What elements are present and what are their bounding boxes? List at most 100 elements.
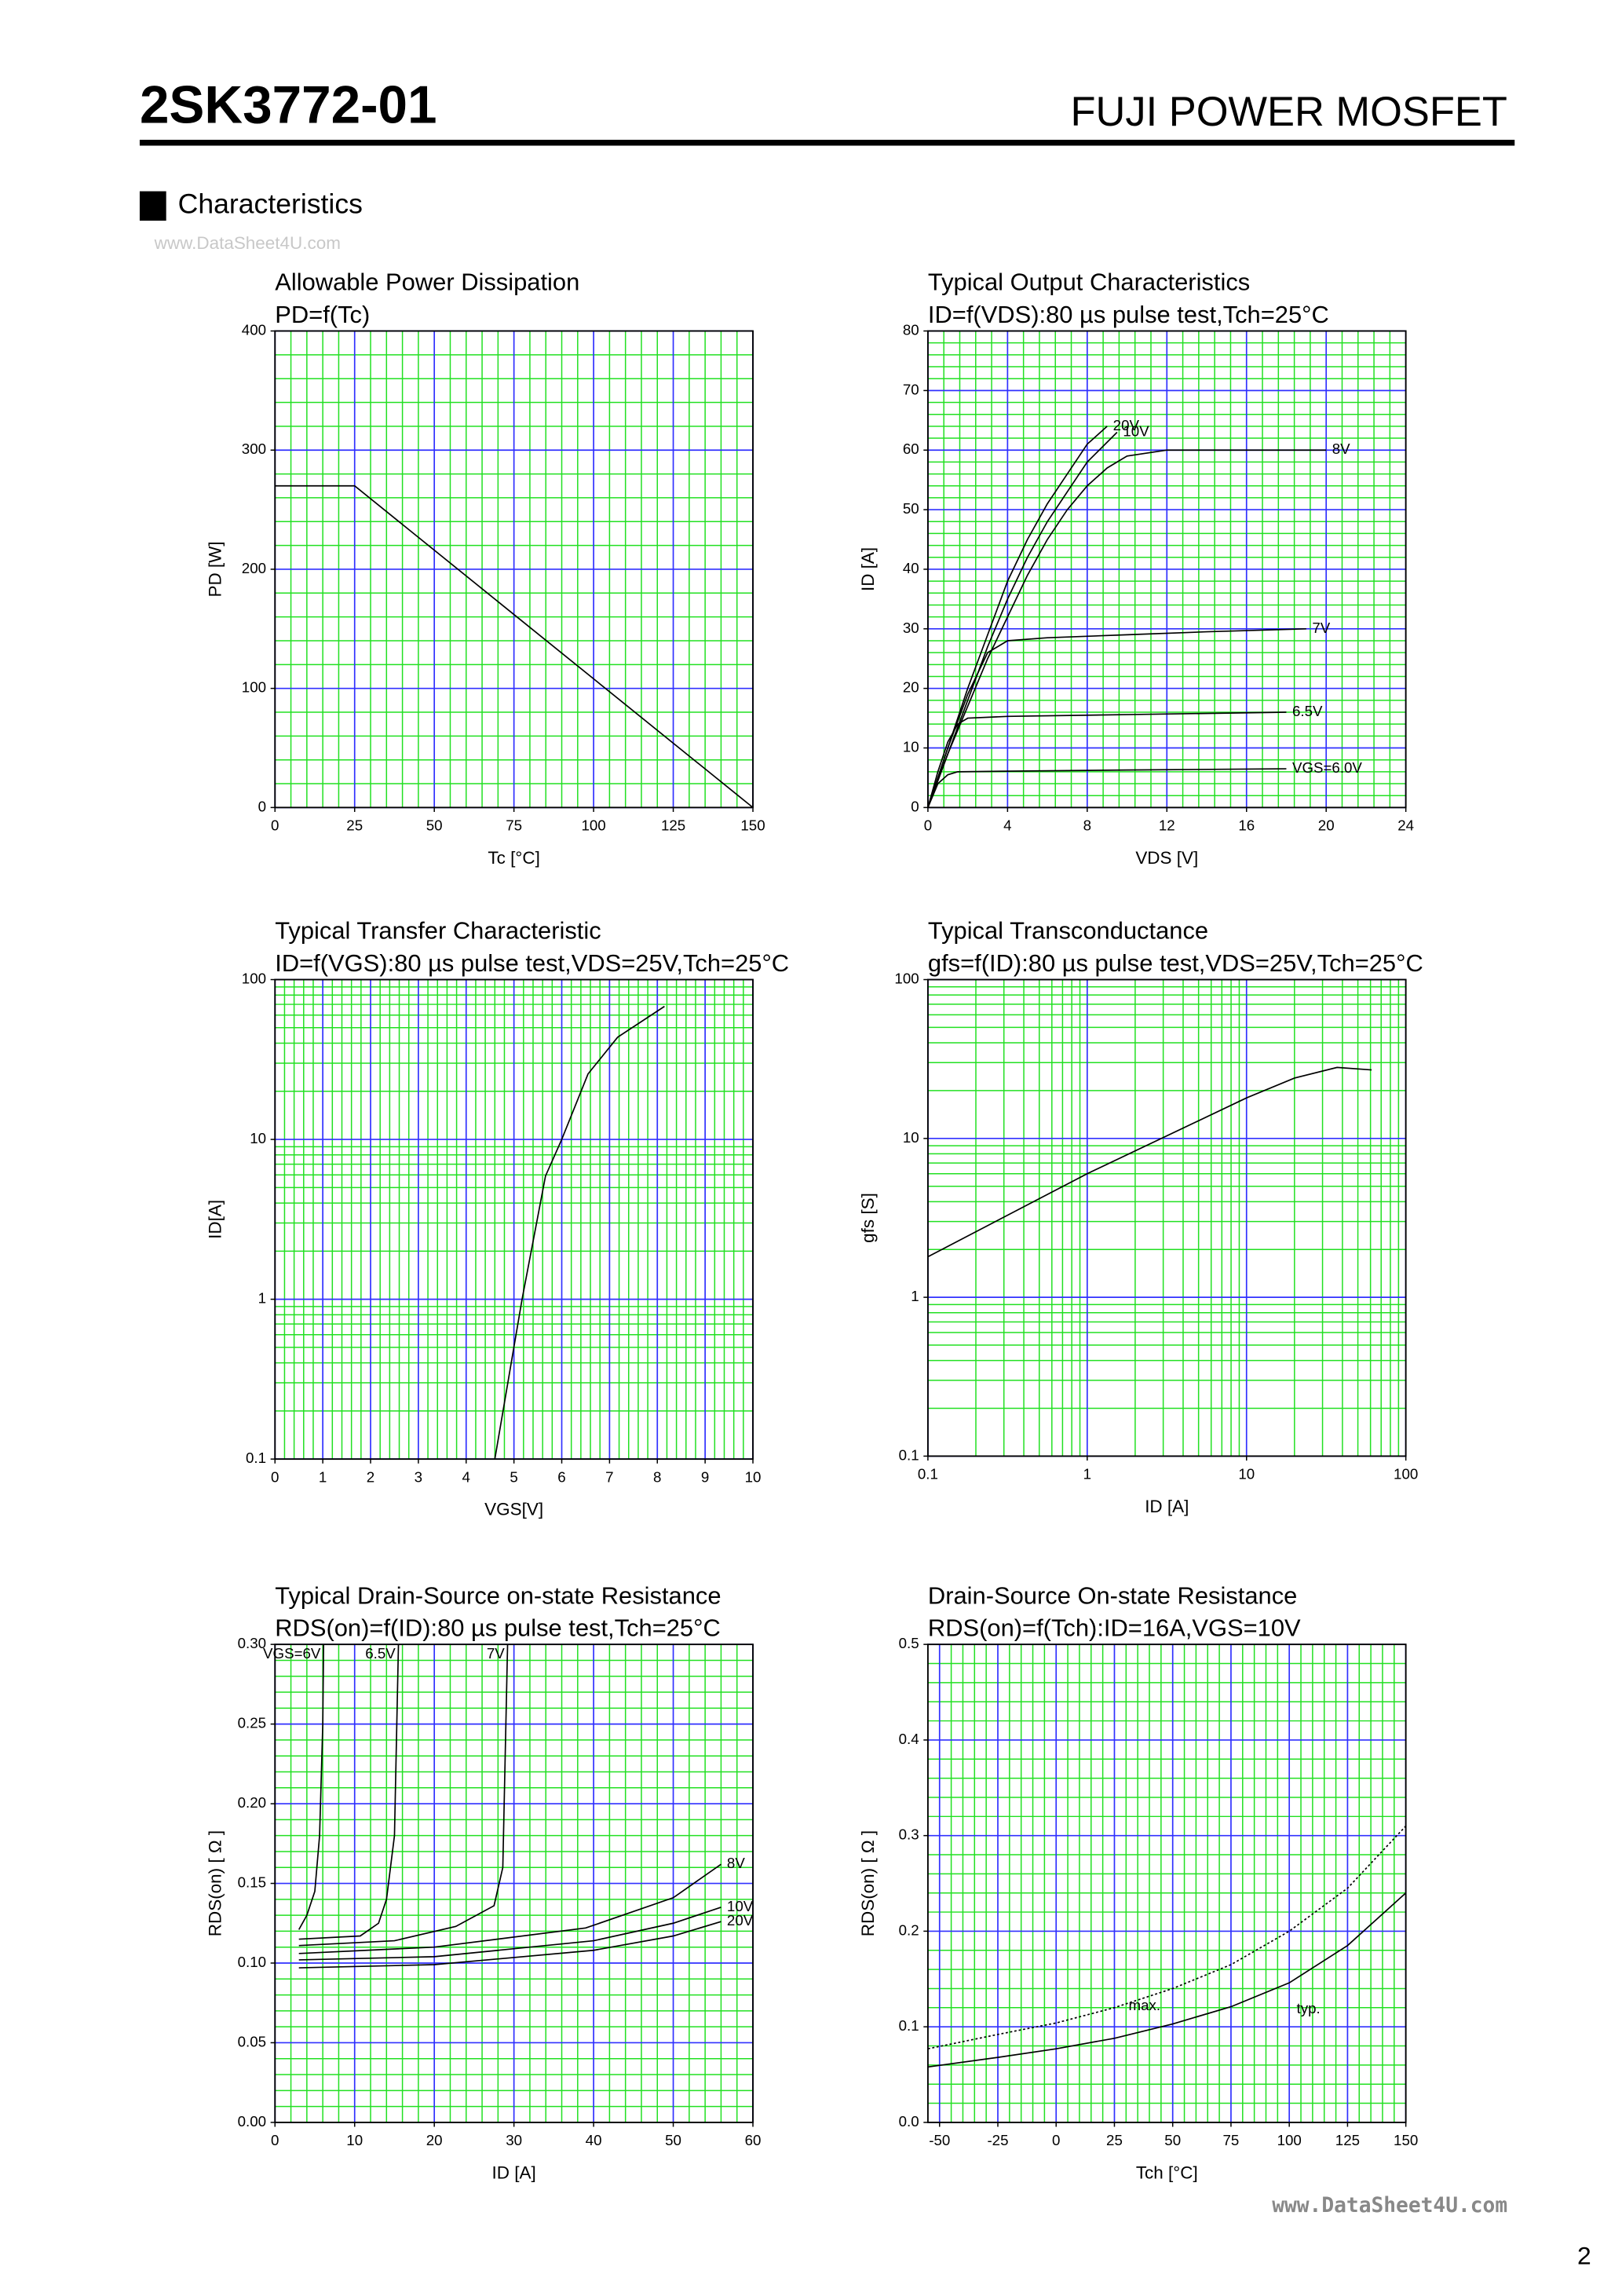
chart-subtitle: RDS(on)=f(Tch):ID=16A,VGS=10V <box>928 1614 1301 1642</box>
x-tick-label: 6 <box>557 1468 565 1485</box>
data-line <box>298 1907 721 1961</box>
x-axis-label: VDS [V] <box>1135 848 1198 868</box>
x-axis-label: Tch [°C] <box>1136 2163 1198 2182</box>
y-tick-label: 0.3 <box>899 1826 919 1843</box>
y-tick-label: 30 <box>903 620 919 636</box>
y-tick-label: 0.5 <box>899 1635 919 1651</box>
y-tick-label: 1 <box>911 1288 919 1304</box>
y-axis-label: ID[A] <box>205 1200 225 1239</box>
x-tick-label: 50 <box>426 817 443 834</box>
x-tick-label: 1 <box>1083 1466 1091 1483</box>
x-tick-label: 0 <box>1052 2132 1060 2148</box>
x-tick-label: 10 <box>745 1468 762 1485</box>
x-tick-label: 0 <box>271 2132 279 2148</box>
y-tick-label: 10 <box>250 1130 266 1146</box>
data-line <box>927 1066 1372 1258</box>
y-tick-label: 0.2 <box>899 1921 919 1938</box>
y-tick-label: 100 <box>242 970 266 986</box>
x-tick-label: 10 <box>1238 1466 1255 1483</box>
y-tick-label: 0.15 <box>238 1874 266 1890</box>
series-label: 20V <box>727 1912 754 1929</box>
x-axis-label: ID [A] <box>1145 1497 1189 1516</box>
x-tick-label: 30 <box>506 2132 522 2148</box>
data-line <box>275 484 754 809</box>
x-tick-label: 7 <box>605 1468 613 1485</box>
plot-frame <box>926 978 1407 1457</box>
series-label: max. <box>1129 1997 1161 2013</box>
y-tick-label: 0.10 <box>238 1954 266 1970</box>
data-line <box>927 449 1327 808</box>
y-tick-label: 200 <box>242 560 266 576</box>
y-tick-label: 0.05 <box>238 2033 266 2049</box>
x-axis-label: ID [A] <box>492 2163 536 2182</box>
x-tick-label: 16 <box>1238 817 1255 834</box>
part-number: 2SK3772-01 <box>140 75 437 134</box>
series-label: VGS=6V <box>263 1645 321 1662</box>
data-line <box>298 1644 324 1930</box>
x-axis-label: VGS[V] <box>484 1500 543 1519</box>
y-axis-label: gfs [S] <box>858 1193 878 1243</box>
x-tick-label: 60 <box>745 2132 762 2148</box>
series-label: 10V <box>727 1898 754 1914</box>
y-tick-label: 70 <box>903 381 919 397</box>
watermark: www.DataSheet4U.com <box>154 233 341 253</box>
y-tick-label: 0.20 <box>238 1794 266 1811</box>
y-tick-label: 40 <box>903 560 919 576</box>
y-tick-label: 50 <box>903 500 919 517</box>
data-line <box>298 1863 721 1954</box>
x-tick-label: 8 <box>653 1468 661 1485</box>
y-tick-label: 0.0 <box>899 2113 919 2130</box>
x-tick-label: 50 <box>1164 2132 1181 2148</box>
chart-subtitle: gfs=f(ID):80 µs pulse test,VDS=25V,Tch=2… <box>928 949 1423 977</box>
y-tick-label: 100 <box>242 679 266 696</box>
series-label: 6.5V <box>1292 703 1323 719</box>
y-tick-label: 0.4 <box>899 1731 919 1747</box>
y-tick-label: 10 <box>903 1129 919 1146</box>
plot-frame <box>274 978 754 1461</box>
series-label: 20V <box>1113 417 1140 433</box>
x-tick-label: -25 <box>987 2132 1008 2148</box>
data-line <box>927 1825 1407 2049</box>
product-line: FUJI POWER MOSFET <box>1070 90 1507 135</box>
y-tick-label: 0.25 <box>238 1715 266 1731</box>
data-line <box>298 1644 400 1940</box>
x-tick-label: 20 <box>1318 817 1335 834</box>
y-axis-label: RDS(on) [ Ω ] <box>205 1830 225 1936</box>
x-tick-label: 100 <box>1277 2132 1302 2148</box>
x-tick-label: 0 <box>924 817 932 834</box>
y-tick-label: 400 <box>242 321 266 338</box>
x-tick-label: 125 <box>661 817 685 834</box>
x-tick-label: 125 <box>1335 2132 1360 2148</box>
x-tick-label: 50 <box>665 2132 681 2148</box>
x-tick-label: 24 <box>1397 817 1414 834</box>
x-tick-label: 10 <box>346 2132 363 2148</box>
series-label: 10V <box>1123 422 1149 439</box>
y-tick-label: 0.1 <box>246 1450 266 1466</box>
chart-subtitle: ID=f(VDS):80 µs pulse test,Tch=25°C <box>928 301 1329 328</box>
section-title: Characteristics <box>178 188 363 220</box>
x-tick-label: 2 <box>367 1468 374 1485</box>
x-axis-label: Tc [°C] <box>488 848 539 868</box>
x-tick-label: 4 <box>1003 817 1011 834</box>
series-label: 8V <box>727 1855 745 1871</box>
series-label: 7V <box>487 1645 505 1662</box>
y-axis-label: RDS(on) [ Ω ] <box>858 1830 878 1936</box>
plot-frame <box>926 330 1407 809</box>
x-tick-label: 25 <box>1106 2132 1123 2148</box>
plot-frame <box>274 1643 754 2123</box>
data-line <box>927 711 1287 808</box>
section-marker <box>139 191 166 221</box>
chart-title: Typical Output Characteristics <box>928 269 1250 296</box>
x-tick-label: 100 <box>1394 1466 1418 1483</box>
header-rule <box>139 140 1515 146</box>
x-tick-label: 150 <box>740 817 765 834</box>
data-line <box>927 1892 1407 2068</box>
y-tick-label: 300 <box>242 441 266 457</box>
y-tick-label: 20 <box>903 679 919 696</box>
chart-title: Typical Drain-Source on-state Resistance <box>275 1581 721 1609</box>
y-tick-label: 0.00 <box>238 2113 266 2130</box>
watermark: www.DataSheet4U.com <box>1272 2194 1507 2217</box>
x-tick-label: 100 <box>581 817 605 834</box>
x-tick-label: 150 <box>1394 2132 1418 2148</box>
